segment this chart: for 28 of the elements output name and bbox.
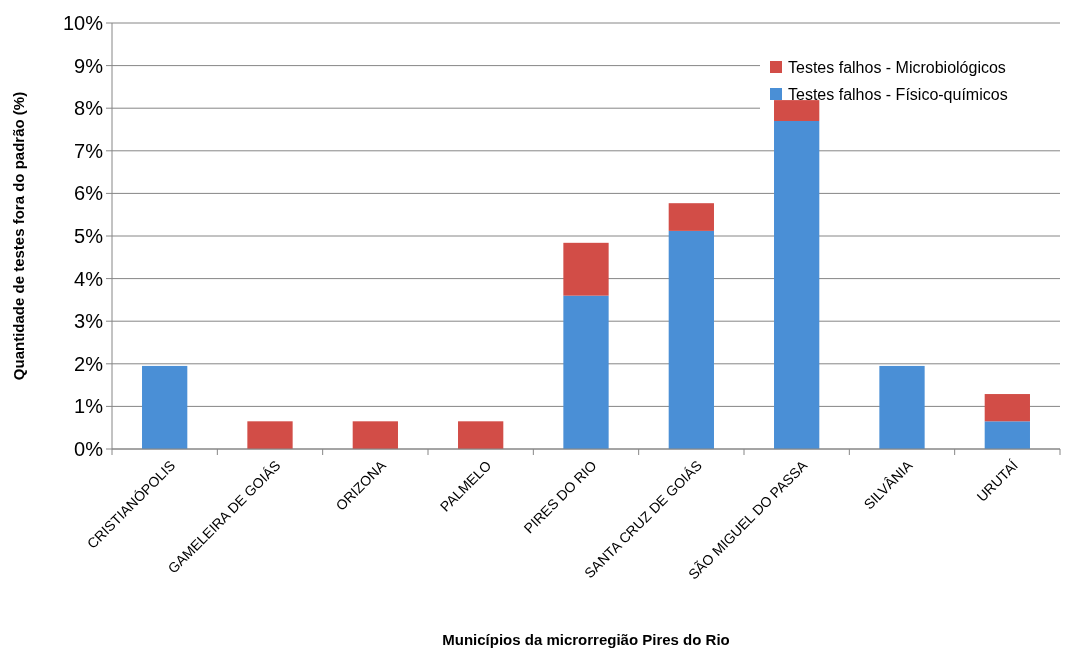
bar xyxy=(774,120,820,449)
bar xyxy=(984,394,1030,422)
bar xyxy=(247,421,293,449)
y-tick-label: 10% xyxy=(62,12,104,34)
bar xyxy=(668,230,714,449)
y-tick-label: 9% xyxy=(74,54,104,77)
legend-label: Testes falhos - Microbiológicos xyxy=(788,58,1006,76)
bar xyxy=(879,365,925,449)
legend-label: Testes falhos - Físico-químicos xyxy=(788,85,1008,103)
bar xyxy=(984,421,1030,449)
y-tick-label: 5% xyxy=(74,225,104,247)
y-tick-label: 0% xyxy=(74,438,104,460)
y-tick-label: 4% xyxy=(74,267,104,290)
y-tick-label: 3% xyxy=(74,310,104,333)
y-axis-title: Quantidade de testes fora do padrão (%) xyxy=(10,91,27,381)
bar xyxy=(563,295,609,449)
x-axis-title: Municípios da microrregião Pires do Rio xyxy=(442,631,730,648)
bar xyxy=(142,365,188,449)
y-tick-label: 1% xyxy=(74,395,104,418)
bar xyxy=(352,421,398,449)
bar xyxy=(563,242,609,296)
y-tick-label: 2% xyxy=(74,352,104,375)
bar xyxy=(458,421,504,449)
bar xyxy=(774,100,820,121)
y-tick-label: 7% xyxy=(74,139,104,162)
y-tick-label: 8% xyxy=(74,97,104,120)
y-tick-label: 6% xyxy=(74,182,104,205)
bar xyxy=(668,203,714,231)
